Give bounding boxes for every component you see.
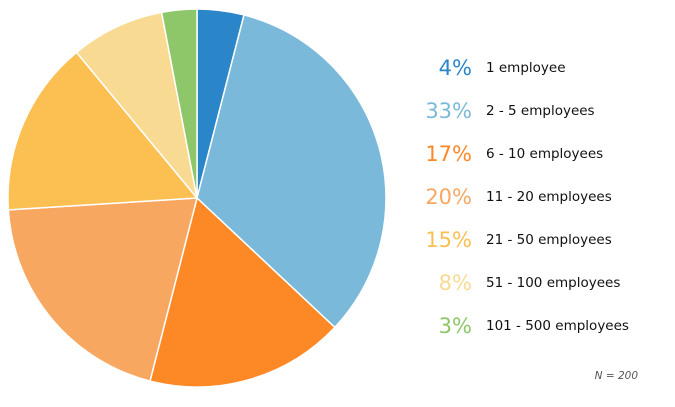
pie-slice-3: [7, 197, 198, 382]
legend-label: 6 - 10 employees: [486, 146, 604, 162]
pie-slice-5: [75, 11, 198, 199]
legend-item: 4% 1 employee: [400, 48, 566, 88]
pie-slice-6: [160, 8, 198, 199]
pie-slice-2: [149, 196, 336, 388]
legend-percent: 15%: [425, 228, 472, 252]
legend-label: 51 - 100 employees: [486, 275, 621, 291]
legend-label: 1 employee: [486, 60, 566, 76]
legend-label: 21 - 50 employees: [486, 232, 612, 248]
legend-percent: 17%: [425, 142, 472, 166]
legend-label: 11 - 20 employees: [486, 189, 612, 205]
legend-item: 33% 2 - 5 employees: [400, 91, 595, 131]
legend-item: 20% 11 - 20 employees: [400, 177, 612, 217]
legend-percent: 8%: [438, 271, 472, 295]
legend-label: 2 - 5 employees: [486, 103, 595, 119]
sample-size-note: N = 200: [594, 370, 638, 382]
legend-item: 8% 51 - 100 employees: [400, 263, 621, 303]
legend-percent: 33%: [425, 99, 472, 123]
legend-percent: 4%: [438, 56, 472, 80]
legend-item: 3% 101 - 500 employees: [400, 306, 629, 346]
legend-label: 101 - 500 employees: [486, 318, 629, 334]
pie-slice-4: [7, 51, 199, 211]
pie-plot: [7, 8, 387, 388]
legend-item: 17% 6 - 10 employees: [400, 134, 603, 174]
legend-percent: 20%: [425, 185, 472, 209]
pie-slice-1: [196, 14, 387, 329]
legend-percent: 3%: [438, 314, 472, 338]
legend-item: 15% 21 - 50 employees: [400, 220, 612, 260]
